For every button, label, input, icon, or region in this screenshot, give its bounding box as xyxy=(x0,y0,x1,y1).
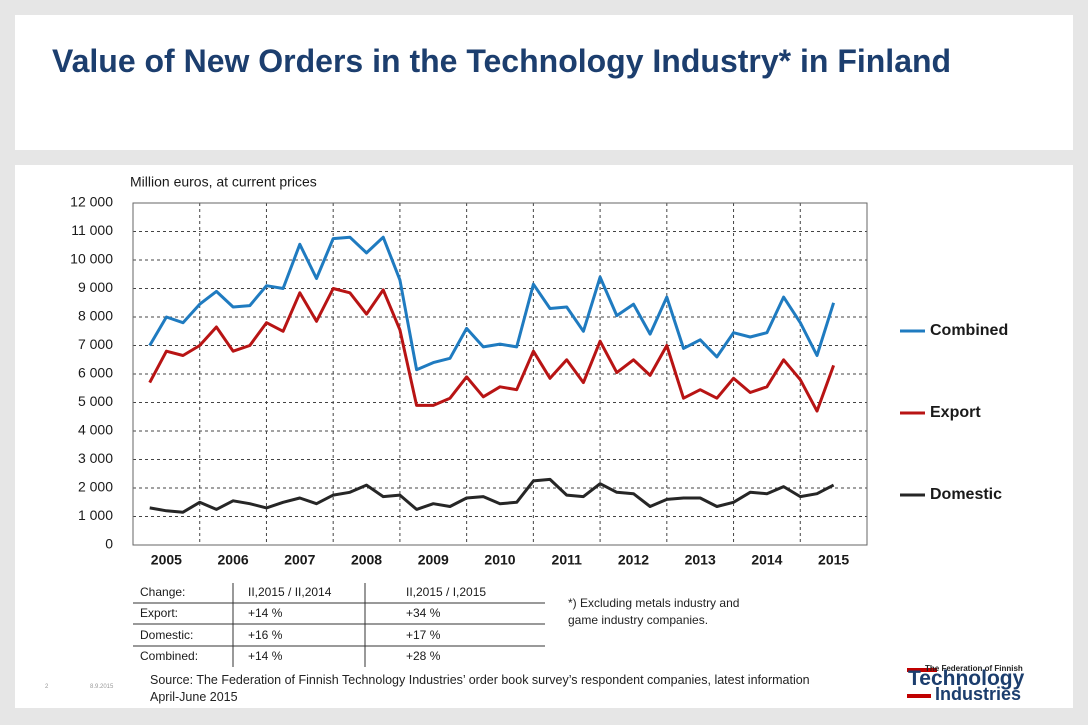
legend-label: Domestic xyxy=(930,486,1002,503)
table-cell: +34 % xyxy=(406,606,441,620)
logo-line2: Industries xyxy=(935,684,1022,704)
logo-small: The Federation of Finnish xyxy=(925,664,1023,673)
x-tick-label: 2011 xyxy=(552,552,583,568)
x-tick-label: 2005 xyxy=(151,552,182,568)
legend-label: Export xyxy=(930,404,981,421)
y-tick-label: 12 000 xyxy=(70,194,113,210)
slide-title: Value of New Orders in the Technology In… xyxy=(52,43,952,79)
x-tick-label: 2015 xyxy=(818,552,849,568)
series-line xyxy=(148,287,836,413)
footnote: *) Excluding metals industry and game in… xyxy=(568,596,740,627)
y-tick-label: 10 000 xyxy=(70,251,113,267)
x-tick-label: 2009 xyxy=(418,552,449,568)
y-tick-label: 9 000 xyxy=(78,279,113,295)
x-tick-label: 2014 xyxy=(751,552,782,568)
table-cell: II,2015 / I,2015 xyxy=(406,585,486,599)
y-tick-label: 5 000 xyxy=(78,393,113,409)
x-tick-label: 2010 xyxy=(484,552,515,568)
y-tick-label: 0 xyxy=(105,536,113,552)
y-tick-label: 1 000 xyxy=(78,507,113,523)
table-cell: +17 % xyxy=(406,628,441,642)
y-tick-label: 8 000 xyxy=(78,308,113,324)
series-line xyxy=(148,235,836,372)
table-cell: +16 % xyxy=(248,628,283,642)
table-cell: II,2015 / II,2014 xyxy=(248,585,332,599)
x-tick-label: 2006 xyxy=(218,552,249,568)
legend-label: Combined xyxy=(930,322,1008,339)
source: Source: The Federation of Finnish Techno… xyxy=(150,673,810,704)
y-tick-label: 4 000 xyxy=(78,422,113,438)
table-cell: +14 % xyxy=(248,649,283,663)
y-tick-label: 6 000 xyxy=(78,365,113,381)
x-tick-label: 2007 xyxy=(284,552,315,568)
table-cell: Export: xyxy=(140,606,178,620)
x-tick-label: 2012 xyxy=(618,552,649,568)
y-axis-label: Million euros, at current prices xyxy=(130,174,317,190)
logo-bar xyxy=(907,694,931,698)
y-tick-label: 11 000 xyxy=(71,222,113,238)
logo-line1: Technology xyxy=(908,667,1025,690)
logo-bar xyxy=(907,668,937,672)
y-tick-label: 7 000 xyxy=(78,336,113,352)
y-tick-label: 3 000 xyxy=(78,450,113,466)
x-tick-label: 2013 xyxy=(685,552,716,568)
series-line xyxy=(149,477,835,514)
table-cell: +28 % xyxy=(406,649,441,663)
table-cell: Change: xyxy=(140,585,185,599)
table-cell: +14 % xyxy=(248,606,283,620)
title-panel xyxy=(15,15,1073,150)
date: 8.9.2015 xyxy=(90,684,114,690)
chart-panel xyxy=(15,165,1073,708)
table-cell: Domestic: xyxy=(140,628,193,642)
table-cell: Combined: xyxy=(140,649,198,663)
x-tick-label: 2008 xyxy=(351,552,382,568)
plot-frame xyxy=(132,202,868,546)
y-tick-label: 2 000 xyxy=(78,479,113,495)
page-number: 2 xyxy=(45,684,49,690)
